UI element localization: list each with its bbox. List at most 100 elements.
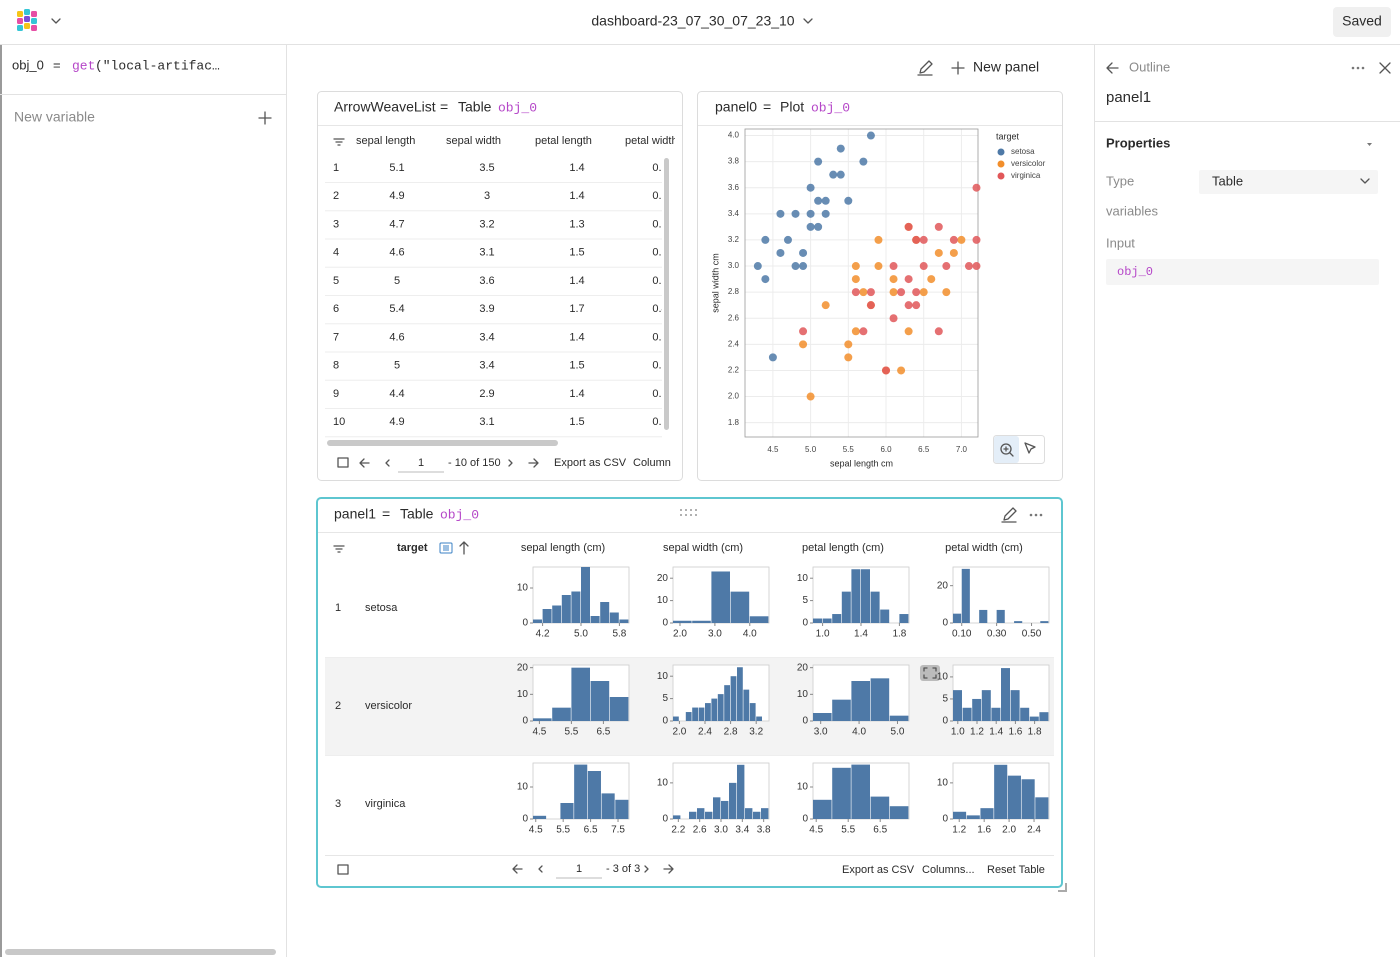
column-header[interactable]: petal width	[625, 135, 678, 147]
edit-icon[interactable]	[917, 60, 933, 76]
x-tick-label: 1.2	[970, 727, 984, 738]
drag-handle[interactable]	[680, 509, 697, 516]
x-tick-label: 1.4	[989, 727, 1003, 738]
panel-kind[interactable]: Plot	[780, 99, 804, 115]
cell: 0.3	[652, 331, 667, 343]
panel-input[interactable]: obj_0	[440, 507, 479, 522]
scrollbar[interactable]	[5, 949, 276, 955]
columns-button[interactable]: Column	[633, 457, 671, 469]
y-tick-label: 2.8	[728, 287, 740, 296]
column-header[interactable]: sepal width	[446, 135, 501, 147]
point	[904, 327, 913, 336]
x-tick-label: 6.5	[596, 727, 610, 738]
point	[866, 288, 875, 297]
v-scrollbar[interactable]	[664, 158, 669, 430]
properties-heading[interactable]: Properties	[1106, 135, 1170, 150]
cell: 0.2	[652, 275, 667, 287]
code-args[interactable]: ("local-artifac…	[95, 58, 220, 73]
table-icon[interactable]	[337, 864, 349, 875]
y-tick-label: 0	[662, 814, 668, 825]
filter-icon[interactable]	[333, 545, 345, 553]
saved-button[interactable]	[1333, 7, 1391, 37]
more-icon[interactable]	[1351, 66, 1365, 70]
export-csv[interactable]: Export as CSV	[554, 457, 627, 469]
panel-name[interactable]: panel1	[334, 506, 376, 522]
new-panel[interactable]: New panel	[973, 59, 1039, 75]
hist-bar	[813, 618, 822, 623]
x-tick-label: 2.2	[671, 825, 685, 836]
code-function[interactable]: get	[72, 58, 95, 73]
new-variable[interactable]: New variable	[14, 109, 95, 125]
columns-button[interactable]: Columns...	[922, 864, 975, 876]
hist-bar	[749, 703, 756, 721]
point	[776, 248, 785, 257]
chevron[interactable]	[51, 18, 61, 24]
column-header[interactable]: petal length	[535, 135, 592, 147]
column-header[interactable]: petal length (cm)	[802, 542, 884, 554]
cell: 1.4	[569, 190, 584, 202]
next-page[interactable]	[644, 865, 649, 873]
panel-kind[interactable]: Table	[458, 99, 492, 115]
first-page[interactable]	[359, 458, 370, 468]
input-label: Input	[1106, 235, 1135, 250]
select-button[interactable]	[1024, 442, 1036, 454]
panel-input[interactable]: obj_0	[811, 100, 850, 115]
hist-bar	[1010, 690, 1020, 721]
variable-name[interactable]: obj_0	[12, 57, 44, 72]
input-box[interactable]	[1106, 259, 1379, 285]
caret[interactable]	[1367, 143, 1372, 146]
cell: 0.2	[652, 218, 667, 230]
resize-handle[interactable]	[1058, 883, 1067, 892]
table-panel	[317, 91, 683, 481]
last-page[interactable]	[528, 458, 539, 468]
column-header[interactable]: sepal length (cm)	[521, 542, 605, 554]
column-header[interactable]: sepal length	[356, 135, 415, 147]
panel-input[interactable]: obj_0	[498, 100, 537, 115]
logo[interactable]	[17, 9, 37, 31]
point	[904, 275, 913, 284]
reset-table[interactable]: Reset Table	[987, 864, 1045, 876]
dashboard-title[interactable]: dashboard-23_07_30_07_23_10	[591, 13, 794, 29]
type-select[interactable]	[1199, 170, 1378, 194]
page-range: - 3 of 3	[606, 863, 640, 875]
add-icon[interactable]	[951, 61, 965, 75]
legend-label: versicolor	[1011, 159, 1046, 168]
column-header[interactable]: petal width (cm)	[945, 542, 1023, 554]
page-number: 1	[418, 457, 424, 469]
back-icon[interactable]	[1106, 62, 1119, 74]
panel-name[interactable]: ArrowWeaveList	[334, 99, 436, 115]
column-header[interactable]: sepal width (cm)	[663, 542, 743, 554]
panel-name[interactable]: panel0	[715, 99, 757, 115]
x-tick-label: 6.5	[584, 825, 598, 836]
h-scrollbar[interactable]	[327, 440, 558, 446]
column-header[interactable]: target	[397, 542, 428, 554]
y-tick-label: 3.8	[728, 157, 740, 166]
cell: 1.4	[569, 331, 584, 343]
sort-icon[interactable]	[459, 541, 469, 555]
add-icon[interactable]	[258, 111, 272, 125]
hist-bar	[870, 591, 880, 623]
close-icon[interactable]	[1379, 62, 1391, 74]
hist-bar	[689, 811, 697, 819]
last-page[interactable]	[663, 864, 674, 874]
first-page[interactable]	[512, 864, 523, 874]
x-tick-label: 4.5	[532, 727, 546, 738]
export-csv[interactable]: Export as CSV	[842, 864, 915, 876]
list-icon[interactable]	[439, 542, 453, 554]
hist-bar	[972, 698, 982, 721]
prev-page[interactable]	[385, 459, 390, 467]
point	[889, 275, 898, 284]
point	[957, 235, 966, 244]
panel-kind[interactable]: Table	[400, 506, 434, 522]
chevron[interactable]	[803, 18, 813, 24]
filter-icon[interactable]	[333, 138, 345, 146]
expand-button[interactable]	[920, 665, 940, 681]
table-icon[interactable]	[337, 457, 349, 468]
point	[844, 340, 853, 349]
prev-page[interactable]	[538, 865, 543, 873]
next-page[interactable]	[508, 459, 513, 467]
point	[814, 157, 823, 166]
cell: 5	[394, 360, 400, 372]
edit-icon[interactable]	[1001, 507, 1017, 523]
more-icon[interactable]	[1029, 513, 1043, 517]
